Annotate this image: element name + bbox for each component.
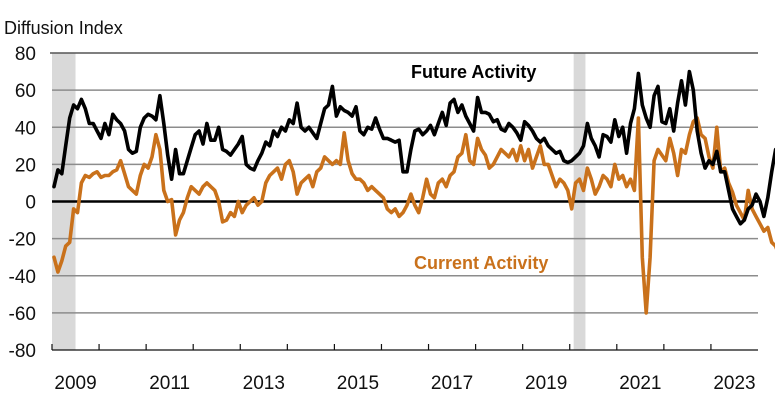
x-tick-label: 2009: [54, 373, 96, 394]
current-activity-label: Current Activity: [414, 253, 548, 273]
y-tick-label: 20: [15, 155, 36, 176]
x-tick-label: 2017: [431, 373, 473, 394]
future-activity-label: Future Activity: [411, 62, 536, 82]
x-tick-label: 2021: [619, 373, 661, 394]
x-tick-label: 2023: [713, 373, 755, 394]
y-tick-label: -60: [9, 304, 36, 325]
x-axis: 2009 2011 2013 2015 2017 2019 2021 2023: [51, 344, 758, 394]
y-tick-label: -40: [9, 267, 36, 288]
y-tick-label: -20: [9, 230, 36, 251]
y-tick-label: 60: [15, 81, 36, 102]
y-axis-title: Diffusion Index: [4, 18, 123, 38]
y-tick-label: 0: [25, 193, 36, 214]
future-activity-line: [52, 69, 775, 226]
y-tick-labels: 80 60 40 20 0 -20 -40 -60 -80: [9, 44, 36, 362]
series-lines: [52, 69, 775, 315]
x-tick-label: 2011: [149, 373, 190, 394]
y-tick-label: 80: [15, 44, 36, 65]
x-tick-label: 2019: [525, 373, 567, 394]
y-tick-label: -80: [9, 341, 36, 362]
current-activity-line: [52, 116, 775, 315]
x-tick-label: 2013: [243, 373, 285, 394]
y-tick-label: 40: [15, 118, 36, 139]
x-tick-label: 2015: [337, 373, 379, 394]
